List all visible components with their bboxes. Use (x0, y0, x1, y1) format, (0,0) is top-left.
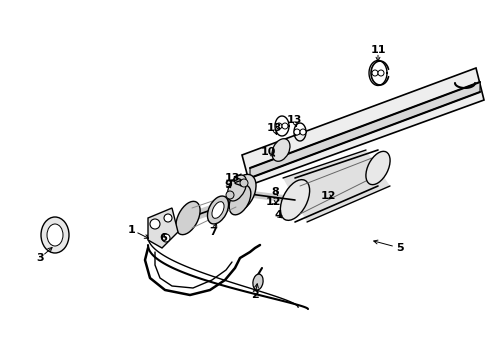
Ellipse shape (240, 179, 247, 187)
Text: 12: 12 (264, 197, 280, 207)
Ellipse shape (207, 196, 228, 224)
Ellipse shape (229, 185, 250, 215)
Ellipse shape (227, 174, 256, 212)
Text: 1: 1 (128, 225, 136, 235)
Text: 8: 8 (270, 187, 278, 197)
Polygon shape (283, 150, 389, 222)
Ellipse shape (150, 219, 160, 229)
Text: 12: 12 (320, 191, 335, 201)
Ellipse shape (293, 129, 299, 135)
Ellipse shape (365, 151, 389, 185)
Polygon shape (148, 208, 178, 248)
Ellipse shape (377, 70, 383, 76)
Ellipse shape (271, 139, 289, 161)
Ellipse shape (47, 224, 63, 246)
Ellipse shape (275, 123, 282, 129)
Ellipse shape (162, 234, 170, 242)
Ellipse shape (282, 123, 287, 129)
Ellipse shape (41, 217, 69, 253)
Text: 11: 11 (369, 45, 385, 55)
Text: 5: 5 (395, 243, 403, 253)
Ellipse shape (252, 274, 263, 290)
Text: 13: 13 (266, 123, 281, 133)
Ellipse shape (176, 201, 200, 235)
Text: 7: 7 (209, 227, 217, 237)
Text: 6: 6 (159, 233, 166, 243)
Ellipse shape (371, 70, 377, 76)
Polygon shape (249, 82, 479, 178)
Ellipse shape (225, 191, 234, 199)
Text: 2: 2 (251, 290, 258, 300)
Ellipse shape (227, 175, 246, 201)
Ellipse shape (211, 202, 224, 218)
Text: 10: 10 (260, 147, 275, 157)
Ellipse shape (299, 129, 305, 135)
Ellipse shape (163, 214, 172, 222)
Text: 3: 3 (36, 253, 44, 263)
Text: 13: 13 (286, 115, 301, 125)
Text: 13: 13 (224, 173, 239, 183)
Polygon shape (242, 68, 483, 185)
Text: 9: 9 (224, 180, 231, 190)
Ellipse shape (280, 180, 309, 220)
Text: 4: 4 (273, 210, 282, 220)
